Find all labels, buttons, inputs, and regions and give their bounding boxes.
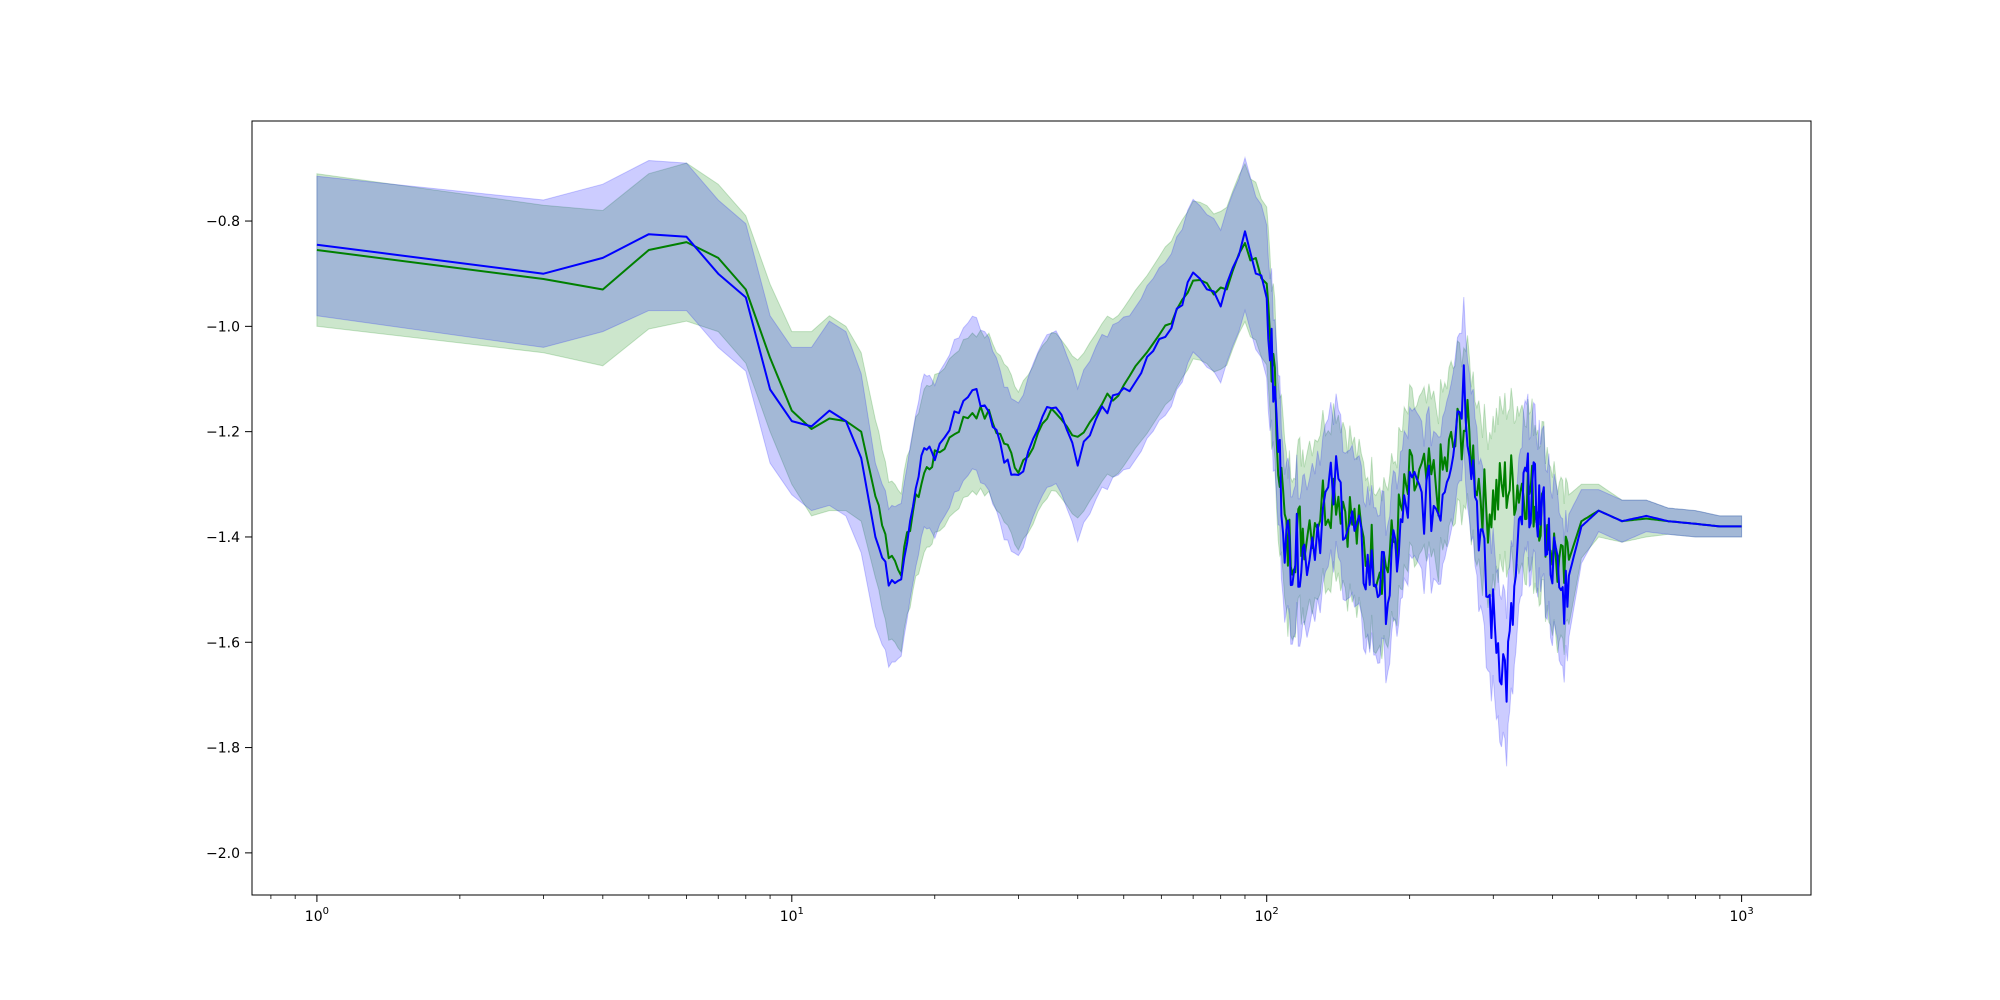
y-tick-label: −1.0 (206, 319, 240, 335)
x-tick-label: 100 (305, 906, 329, 925)
y-tick-label: −1.8 (206, 741, 240, 757)
x-tick-label: 103 (1730, 906, 1754, 925)
series-lines (316, 230, 1742, 703)
y-tick-label: −1.4 (206, 530, 240, 546)
series-0-band (316, 162, 1743, 660)
x-axis: 100 101 102 103 (270, 895, 1754, 925)
y-tick-label: −2.0 (206, 846, 240, 862)
y-tick-label: −0.8 (206, 214, 240, 230)
x-tick-label: 102 (1255, 906, 1279, 925)
plot-frame (251, 120, 1812, 896)
series-1-line (316, 230, 1742, 703)
y-axis: −2.0 −1.8 −1.6 −1.4 −1.2 −1.0 −0.8 (206, 214, 252, 862)
y-tick-label: −1.6 (206, 635, 240, 651)
y-tick-label: −1.2 (206, 425, 240, 441)
x-tick-label: 101 (780, 906, 804, 925)
